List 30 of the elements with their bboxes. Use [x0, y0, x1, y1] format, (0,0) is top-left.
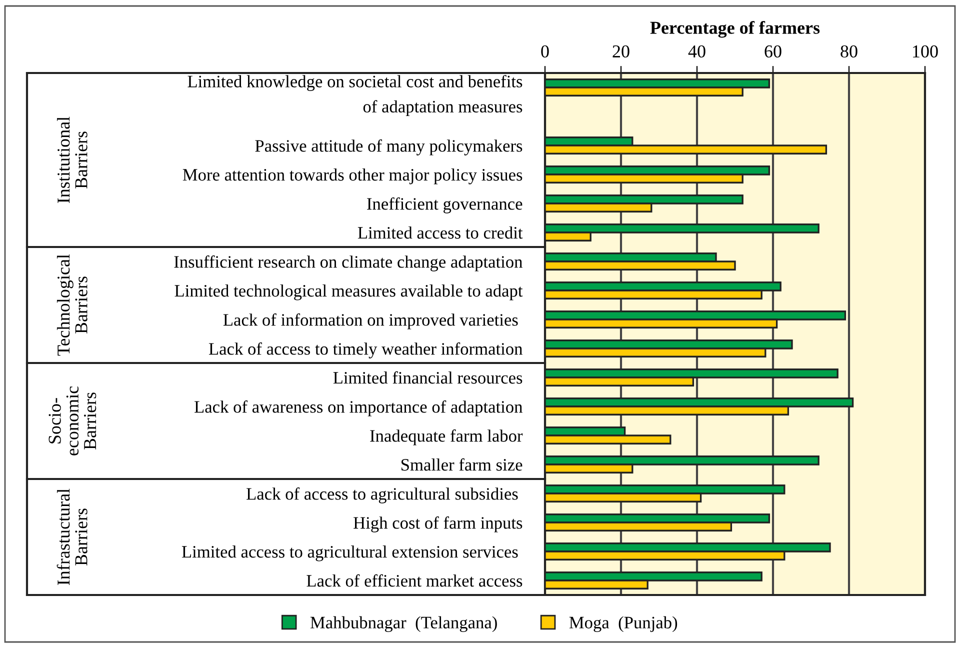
y-tick-label: Limited knowledge on societal cost and benefits of adaptation measures [188, 75, 522, 116]
x-tick-label: 20 [612, 45, 630, 58]
y-tick-label: Lack of access to agricultural subsidies [246, 487, 518, 504]
y-tick-label: High cost of farm inputs [354, 516, 522, 532]
y-tick-label: Lack of efficient market access [306, 574, 522, 587]
y-tick-label: Limited technological measures available to adapt [174, 284, 523, 300]
x-tick-label: 0 [541, 45, 549, 58]
x-tick-label: 100 [913, 45, 938, 58]
x-tick-label: 60 [764, 45, 782, 58]
y-tick-label: More attention towards other major policy issues [182, 168, 522, 184]
y-tick-label: Inadequate farm labor [370, 429, 523, 446]
x-tick-label: 40 [688, 45, 706, 58]
y-tick-label: Insufficient research on climate change adaptation [174, 255, 523, 272]
y-tick-label: Limited financial resources [333, 371, 522, 384]
y-tick-label: Limited access to credit [358, 226, 523, 239]
text: Socio- economic Barriers [48, 386, 96, 456]
x-axis-title: Percentage of farmers [650, 20, 820, 38]
y-tick-label: Limited access to agricultural extension services [182, 545, 518, 562]
text: Infrastuctural Barriers [56, 488, 88, 585]
text: Technological Barriers [56, 254, 88, 356]
legend-label: Mahbubnagar (Telangana) [310, 616, 497, 632]
x-tick-label: 80 [840, 45, 858, 58]
y-tick-label: Passive attitude of many policymakers [255, 139, 522, 156]
y-tick-label: Lack of awareness on importance of adaptation [194, 400, 523, 416]
y-tick-label: Lack of access to timely weather information [208, 342, 523, 358]
text: Institutional Barriers [57, 116, 88, 203]
y-tick-label: Inefficient governance [367, 197, 522, 214]
legend-label: Moga (Punjab) [569, 616, 678, 632]
y-tick-label: Smaller farm size [401, 458, 522, 471]
y-tick-label: Lack of information on improved varieties [223, 313, 518, 330]
